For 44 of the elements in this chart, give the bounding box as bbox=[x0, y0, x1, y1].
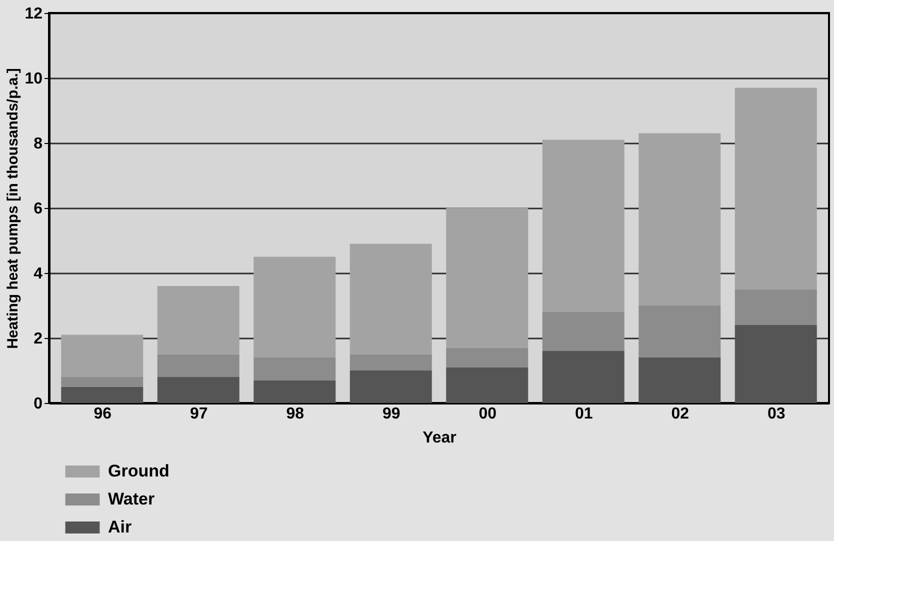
bar bbox=[61, 334, 144, 377]
bar bbox=[734, 88, 817, 290]
x-tick-label: 96 bbox=[94, 406, 112, 422]
legend-label: Air bbox=[108, 518, 132, 536]
bar bbox=[350, 244, 432, 354]
x-tick-label: 03 bbox=[767, 406, 786, 422]
bar bbox=[61, 386, 144, 403]
bar bbox=[157, 286, 240, 354]
y-tick-label: 0 bbox=[34, 396, 43, 412]
bar bbox=[157, 377, 240, 403]
bar bbox=[254, 256, 336, 358]
bar bbox=[734, 289, 817, 325]
bar bbox=[254, 358, 336, 380]
x-tick-label: 98 bbox=[286, 406, 304, 422]
y-tick-label: 6 bbox=[34, 200, 43, 218]
bar bbox=[638, 358, 721, 403]
bar bbox=[542, 312, 624, 351]
y-axis-title: Heating heat pumps [in thousands/p.a.] bbox=[4, 68, 22, 349]
bar bbox=[638, 306, 721, 358]
y-tick-label: 12 bbox=[24, 6, 43, 22]
legend-label: Water bbox=[108, 490, 155, 508]
bar bbox=[350, 370, 432, 403]
bar bbox=[446, 208, 528, 348]
y-tick-label: 10 bbox=[24, 70, 43, 88]
x-axis-title: Year bbox=[422, 430, 456, 446]
y-tick-label: 2 bbox=[34, 330, 43, 348]
bar bbox=[446, 348, 528, 368]
bar bbox=[254, 380, 336, 403]
bar bbox=[638, 133, 721, 306]
x-tick-label: 01 bbox=[574, 406, 593, 422]
x-tick-label: 99 bbox=[382, 406, 400, 422]
bar bbox=[350, 354, 432, 370]
x-tick-label: 00 bbox=[478, 406, 497, 422]
bar bbox=[734, 325, 817, 403]
legend-label: Ground bbox=[108, 462, 170, 480]
bar bbox=[61, 377, 144, 387]
x-tick-label: 02 bbox=[671, 406, 690, 422]
bar bbox=[446, 367, 528, 403]
x-tick-label: 97 bbox=[190, 406, 208, 422]
bar bbox=[157, 354, 240, 377]
bar bbox=[542, 351, 624, 403]
bar bbox=[542, 140, 624, 312]
y-tick-label: 4 bbox=[34, 266, 43, 282]
y-tick-label: 8 bbox=[34, 136, 43, 152]
